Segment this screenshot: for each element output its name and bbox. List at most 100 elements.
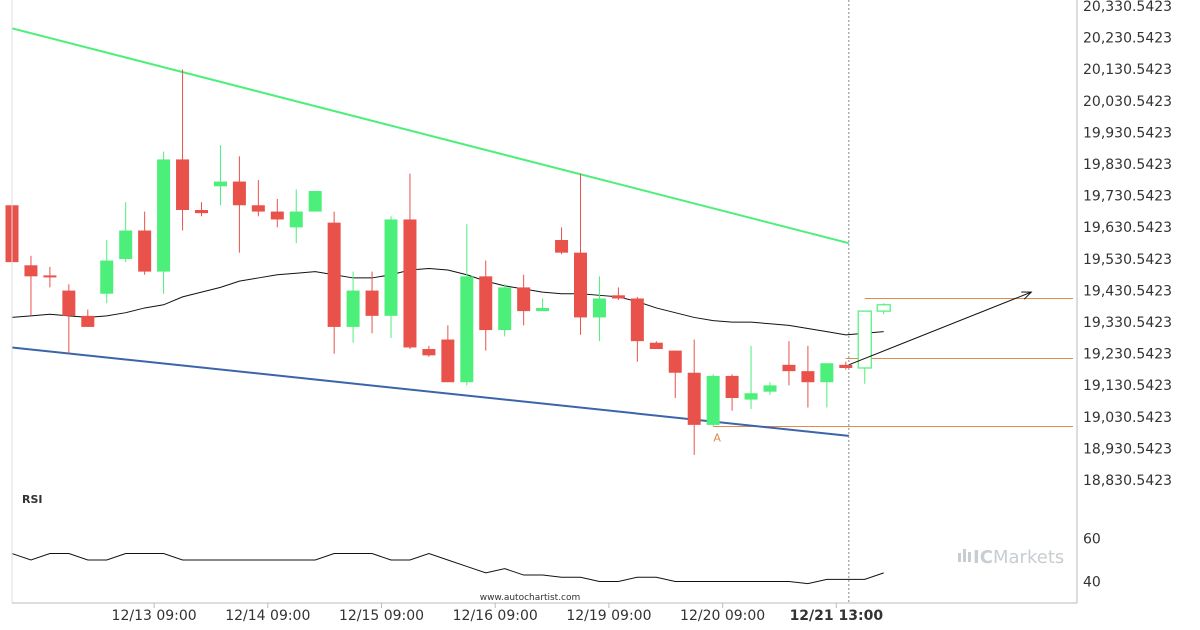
- level-lines: [713, 297, 1073, 427]
- candle: [668, 350, 682, 399]
- candle: [81, 309, 95, 327]
- candle: [555, 227, 569, 255]
- candle-body: [100, 260, 114, 294]
- candle-body: [876, 304, 891, 312]
- lower-trendline: [11, 346, 849, 437]
- candle: [460, 224, 474, 386]
- candle-body: [251, 205, 265, 212]
- candle-body: [744, 393, 758, 400]
- time-tick-label: 12/21 13:00: [790, 608, 884, 624]
- candle-body: [801, 371, 815, 383]
- candle-body: [706, 375, 720, 425]
- candle: [62, 284, 76, 354]
- candle: [422, 345, 436, 357]
- rsi-tick-label: 60: [1083, 532, 1101, 548]
- candle-body: [820, 363, 834, 383]
- candle-body: [668, 350, 682, 373]
- rsi-line: [11, 553, 884, 585]
- candle-body: [725, 375, 739, 399]
- projected-candle: [857, 310, 872, 384]
- candle: [251, 179, 265, 217]
- time-tick-label: 12/20 09:00: [680, 608, 765, 624]
- candle-body: [43, 275, 57, 278]
- candle-body: [839, 364, 853, 368]
- time-tick-label: 12/16 09:00: [453, 608, 538, 624]
- candle-body: [327, 222, 341, 327]
- forecast-arrow-head: [1021, 291, 1033, 300]
- candle-body: [213, 181, 227, 187]
- candle-body: [384, 219, 398, 316]
- candle-body: [460, 276, 474, 383]
- candle: [479, 260, 493, 351]
- time-tick-label: 12/19 09:00: [566, 608, 651, 624]
- forecast-arrow: [848, 291, 1033, 366]
- candle-body: [649, 342, 663, 350]
- candle: [289, 189, 303, 244]
- candle: [441, 325, 455, 383]
- price-tick-label: 19,130.5423: [1083, 378, 1172, 394]
- candle-body: [138, 230, 152, 272]
- candle: [384, 216, 398, 338]
- candle: [119, 202, 133, 263]
- candle-body: [687, 372, 701, 425]
- candle: [308, 191, 322, 212]
- candle-body: [611, 295, 625, 299]
- candle-body: [270, 211, 284, 220]
- pattern-marker-label: A: [713, 432, 721, 445]
- candle: [649, 341, 663, 350]
- candle-body: [308, 191, 322, 212]
- price-tick-label: 20,230.5423: [1083, 31, 1172, 47]
- price-tick-label: 18,930.5423: [1083, 441, 1172, 457]
- candle-body: [479, 276, 493, 331]
- projected-candles: [857, 303, 891, 384]
- price-tick-label: 20,030.5423: [1083, 94, 1172, 110]
- candle: [517, 274, 531, 326]
- candle-body: [289, 211, 303, 228]
- candle: [706, 374, 720, 427]
- price-tick-label: 19,630.5423: [1083, 220, 1172, 236]
- candle-body: [62, 290, 76, 316]
- candle: [100, 240, 114, 304]
- candle: [157, 151, 171, 294]
- candle-body: [630, 298, 644, 342]
- candle: [763, 382, 777, 395]
- candle: [782, 341, 796, 386]
- upper-trendline: [11, 27, 850, 245]
- candle-body: [195, 209, 208, 214]
- moving-average-line: [11, 267, 884, 336]
- candle-body: [403, 219, 417, 348]
- candle: [176, 69, 190, 231]
- brand-ic: IC: [973, 547, 993, 568]
- candle: [744, 345, 758, 410]
- candle-body: [81, 315, 95, 327]
- price-tick-label: 18,830.5423: [1083, 473, 1172, 489]
- watermark: www.autochartist.com: [480, 593, 581, 603]
- price-tick-label: 19,030.5423: [1083, 410, 1172, 426]
- candle-body: [365, 290, 379, 316]
- candle-body: [782, 364, 796, 372]
- candle: [592, 276, 606, 342]
- candle: [630, 296, 644, 362]
- candle: [346, 271, 360, 343]
- candle: [365, 271, 379, 334]
- candle: [498, 284, 512, 337]
- candle: [574, 173, 587, 335]
- candle: [213, 145, 227, 206]
- price-tick-label: 20,130.5423: [1083, 62, 1172, 78]
- candle: [270, 198, 284, 228]
- projected-candle: [876, 303, 891, 315]
- candle: [801, 345, 815, 408]
- candle-body: [441, 339, 455, 383]
- candle: [820, 363, 834, 408]
- candle: [232, 156, 246, 253]
- candle: [687, 339, 701, 455]
- price-tick-label: 19,730.5423: [1083, 189, 1172, 205]
- axes: 20,330.5423 20,230.5423 20,130.5423 20,030.…: [11, 0, 1172, 624]
- candle-body: [592, 298, 606, 318]
- price-tick-label: 19,330.5423: [1083, 315, 1172, 331]
- rsi-title: RSI: [22, 493, 43, 506]
- candle: [195, 202, 208, 217]
- candle-body: [232, 181, 246, 206]
- candle: [611, 287, 625, 301]
